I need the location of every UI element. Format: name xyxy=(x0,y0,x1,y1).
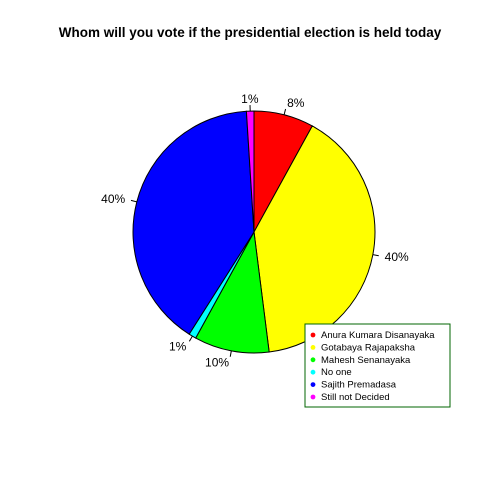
label-tick xyxy=(229,350,232,357)
legend-marker xyxy=(310,357,316,363)
slice-percent-label: 8% xyxy=(287,96,305,110)
slice-percent-label: 1% xyxy=(241,92,259,106)
legend-entry: Gotabaya Rajapaksha xyxy=(321,342,416,353)
slice-percent-label: 10% xyxy=(205,356,229,370)
label-tick xyxy=(283,108,287,115)
legend-entry: Mahesh Senanayaka xyxy=(321,355,411,366)
chart-title: Whom will you vote if the presidential e… xyxy=(59,25,442,40)
legend-box xyxy=(304,323,451,408)
slice-percent-label: 1% xyxy=(169,339,187,353)
pie-labels: 8% 40% 10% 1% 40% 1% xyxy=(101,92,409,370)
label-tick xyxy=(188,335,193,342)
label-tick xyxy=(130,199,137,203)
legend-marker xyxy=(310,394,316,400)
slice-percent-label: 40% xyxy=(385,250,409,264)
legend-marker xyxy=(310,382,316,387)
legend-entry: Still not Decided xyxy=(321,392,390,403)
legend-entry: No one xyxy=(321,367,352,378)
pie-slices xyxy=(132,110,376,354)
legend-entry: Anura Kumara Disanayaka xyxy=(321,330,435,341)
pie-slice-mahesh-senanayaka xyxy=(195,230,270,354)
label-tick xyxy=(372,254,379,257)
legend-marker xyxy=(310,345,316,350)
legend-entry: Sajith Premadasa xyxy=(321,380,397,391)
pie-slice-still-not-decided xyxy=(245,110,255,233)
legend-marker xyxy=(310,332,316,338)
slice-percent-label: 40% xyxy=(101,192,125,206)
legend-marker xyxy=(310,369,316,375)
